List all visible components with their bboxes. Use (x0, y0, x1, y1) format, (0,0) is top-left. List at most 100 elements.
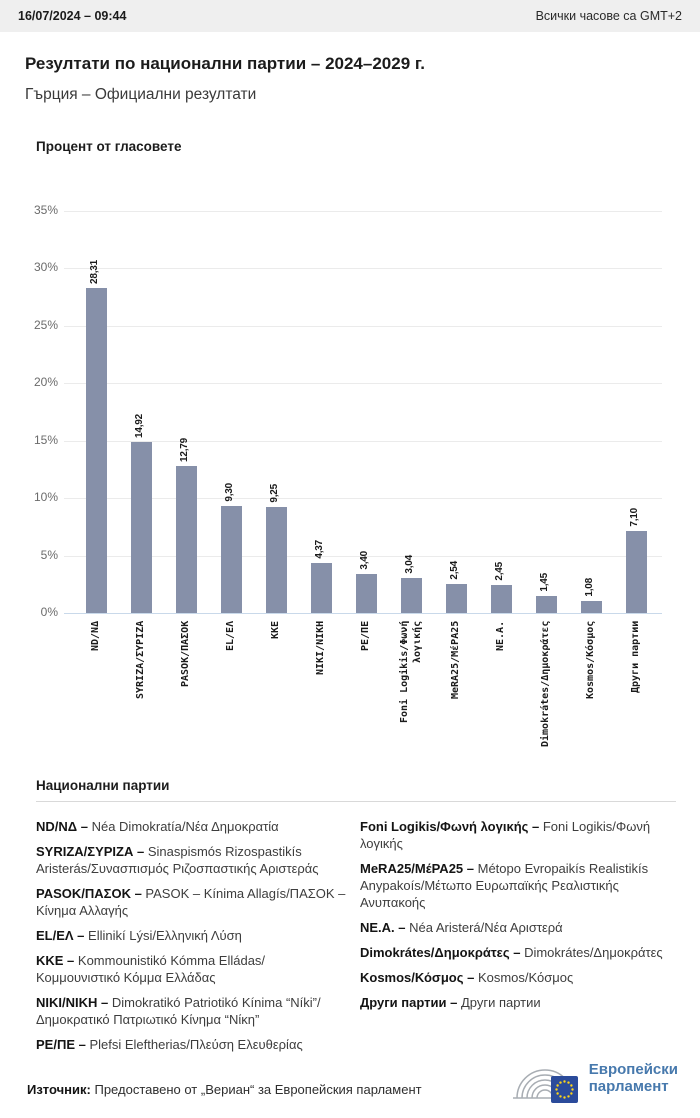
x-axis-label: SYRIZA/ΣΥΡΙΖΑ (135, 621, 146, 700)
legend-column-right: Foni Logikis/Φωνή λογικής – Foni Logikis… (360, 818, 678, 1019)
legend-entry: MeRA25/ΜέΡΑ25 – Métopo Evropaikís Realis… (360, 860, 678, 911)
bar-value-label: 2,45 (494, 562, 505, 581)
party-full-name: Ellinikí Lýsi/Ελληνική Λύση (84, 928, 242, 943)
top-bar: 16/07/2024 – 09:44 Всички часове са GMT+… (0, 0, 700, 32)
y-axis-tick: 10% (33, 490, 58, 504)
gridline (64, 326, 662, 327)
bar (85, 288, 107, 613)
bar-value-label: 3,40 (359, 551, 370, 570)
bar-value-label: 9,30 (224, 483, 235, 502)
bar-value-label: 7,10 (629, 508, 640, 527)
x-axis-label: NE.A. (495, 621, 506, 652)
x-axis-label: NIKI/ΝΙΚΗ (315, 621, 326, 676)
party-abbreviation: NE.A. – (360, 920, 406, 935)
legend-entry: Kosmos/Κόσμος – Kosmos/Κόσμος (360, 969, 678, 986)
party-abbreviation: PASOK/ΠΑΣΟΚ – (36, 886, 142, 901)
bar-chart: 35% 30% 25% 20% 15% 10% 5% 0% 28,31 ND/ΝΔ 14,92 SYR… (33, 203, 662, 748)
source-text: Предоставено от „Вериан“ за Европейския … (94, 1082, 422, 1097)
bar (175, 466, 197, 613)
gridline (64, 268, 662, 269)
bar (400, 578, 422, 613)
eu-flag-icon (550, 1076, 578, 1103)
y-axis-tick: 0% (40, 605, 58, 619)
x-axis-label: PASOK/ΠΑΣΟΚ (180, 621, 191, 688)
gridline (64, 498, 662, 499)
x-axis-label: Dimokrátes/Δημοκράτες (540, 621, 551, 748)
hemicycle-icon (512, 1069, 578, 1103)
bar-value-label: 12,79 (179, 437, 190, 462)
y-axis-tick: 30% (33, 260, 58, 274)
legend-divider (36, 801, 676, 802)
european-parliament-logo: Европейски парламент (503, 1052, 678, 1104)
legend-entry: Други партии – Други партии (360, 994, 678, 1011)
party-abbreviation: ND/ΝΔ – (36, 819, 88, 834)
datetime-label: 16/07/2024 – 09:44 (18, 9, 127, 23)
x-axis-label: KKE (270, 621, 281, 640)
party-abbreviation: EL/ΕΛ – (36, 928, 85, 943)
x-axis-label: EL/ΕΛ (225, 621, 236, 652)
bar-value-label: 1,08 (584, 578, 595, 597)
legend-entry: ND/ΝΔ – Néa Dimokratía/Νέα Δημοκρατία (36, 818, 348, 835)
x-axis-label: MeRA25/ΜέΡΑ25 (450, 621, 461, 700)
legend-entry: Foni Logikis/Φωνή λογικής – Foni Logikis… (360, 818, 678, 852)
gridline (64, 211, 662, 212)
gridline (64, 441, 662, 442)
party-abbreviation: Kosmos/Κόσμος – (360, 970, 475, 985)
bar-value-label: 28,31 (89, 259, 100, 284)
bar (535, 596, 557, 613)
gridline (64, 383, 662, 384)
legend-entry: NIKI/ΝΙΚΗ – Dimokratikó Patriotikó Kínim… (36, 994, 348, 1028)
party-full-name: Dimokrátes/Δημοκράτες (520, 945, 663, 960)
bar (220, 506, 242, 613)
party-full-name: Kosmos/Κόσμος (474, 970, 574, 985)
bar-value-label: 3,04 (404, 555, 415, 574)
source-label: Източник: (27, 1082, 91, 1097)
x-axis-label: ND/ΝΔ (90, 621, 101, 652)
bar (445, 584, 467, 613)
legend-entry: Dimokrátes/Δημοκράτες – Dimokrátes/Δημοκ… (360, 944, 678, 961)
y-axis-tick: 5% (40, 548, 58, 562)
y-axis-tick: 25% (33, 318, 58, 332)
party-abbreviation: SYRIZA/ΣΥΡΙΖΑ – (36, 844, 145, 859)
party-full-name: PASOK – Kínima Allagís/ΠΑΣΟΚ – Κίνημα Αλ… (36, 886, 346, 918)
bar (130, 442, 152, 613)
legend-entry: PE/ΠΕ – Plefsi Eleftherias/Πλεύση Ελευθε… (36, 1036, 348, 1053)
party-full-name: Néa Dimokratía/Νέα Δημοκρατία (87, 819, 279, 834)
x-axis-label: PE/ΠΕ (360, 621, 371, 652)
bar (625, 531, 647, 613)
x-axis-label: Kosmos/Κόσμος (585, 621, 596, 700)
party-full-name: Sinaspismós Rizospastikís Aristerás/Συνα… (36, 844, 319, 876)
legend-entry: SYRIZA/ΣΥΡΙΖΑ – Sinaspismós Rizospastikí… (36, 843, 348, 877)
party-full-name: Foni Logikis/Φωνή λογικής (360, 819, 651, 851)
party-full-name: Métopo Evropaikís Realistikís Anypakoís/… (360, 861, 649, 910)
bar (580, 601, 602, 613)
party-full-name: Néa Aristerá/Νέα Αριστερά (405, 920, 563, 935)
bar (355, 574, 377, 613)
bar (265, 507, 287, 613)
bar-value-label: 9,25 (269, 484, 280, 503)
party-full-name: Dimokratikó Patriotikó Kínima “Níki”/Δημ… (36, 995, 321, 1027)
party-abbreviation: Foni Logikis/Φωνή λογικής – (360, 819, 540, 834)
gridline (64, 613, 662, 614)
party-abbreviation: KKE – (36, 953, 75, 968)
bar (310, 563, 332, 613)
party-abbreviation: Други партии – (360, 995, 458, 1010)
party-full-name: Kommounistikó Kómma Elládas/Κομμουνιστικ… (36, 953, 266, 985)
party-full-name: Plefsi Eleftherias/Πλεύση Ελευθερίας (85, 1037, 303, 1052)
party-abbreviation: Dimokrátes/Δημοκράτες – (360, 945, 521, 960)
x-axis-label: Други партии (630, 621, 641, 694)
page-subtitle: Гърция – Официални резултати (25, 86, 257, 103)
y-axis-tick: 15% (33, 433, 58, 447)
gridline (64, 556, 662, 557)
party-abbreviation: MeRA25/ΜέΡΑ25 – (360, 861, 474, 876)
bar-value-label: 14,92 (134, 413, 145, 438)
chart-axis-title: Процент от гласовете (36, 139, 182, 154)
party-abbreviation: PE/ΠΕ – (36, 1037, 86, 1052)
x-axis-label: Foni Logikis/Φωνή λογικής (399, 621, 423, 724)
y-axis-tick: 35% (33, 203, 58, 217)
legend-column-left: ND/ΝΔ – Néa Dimokratía/Νέα Δημοκρατία SYR… (36, 818, 348, 1061)
bar-value-label: 2,54 (449, 561, 460, 580)
bar-value-label: 4,37 (314, 540, 325, 559)
page-title: Резултати по национални партии – 2024–20… (25, 54, 425, 73)
legend-entry: PASOK/ΠΑΣΟΚ – PASOK – Kínima Allagís/ΠΑΣ… (36, 885, 348, 919)
